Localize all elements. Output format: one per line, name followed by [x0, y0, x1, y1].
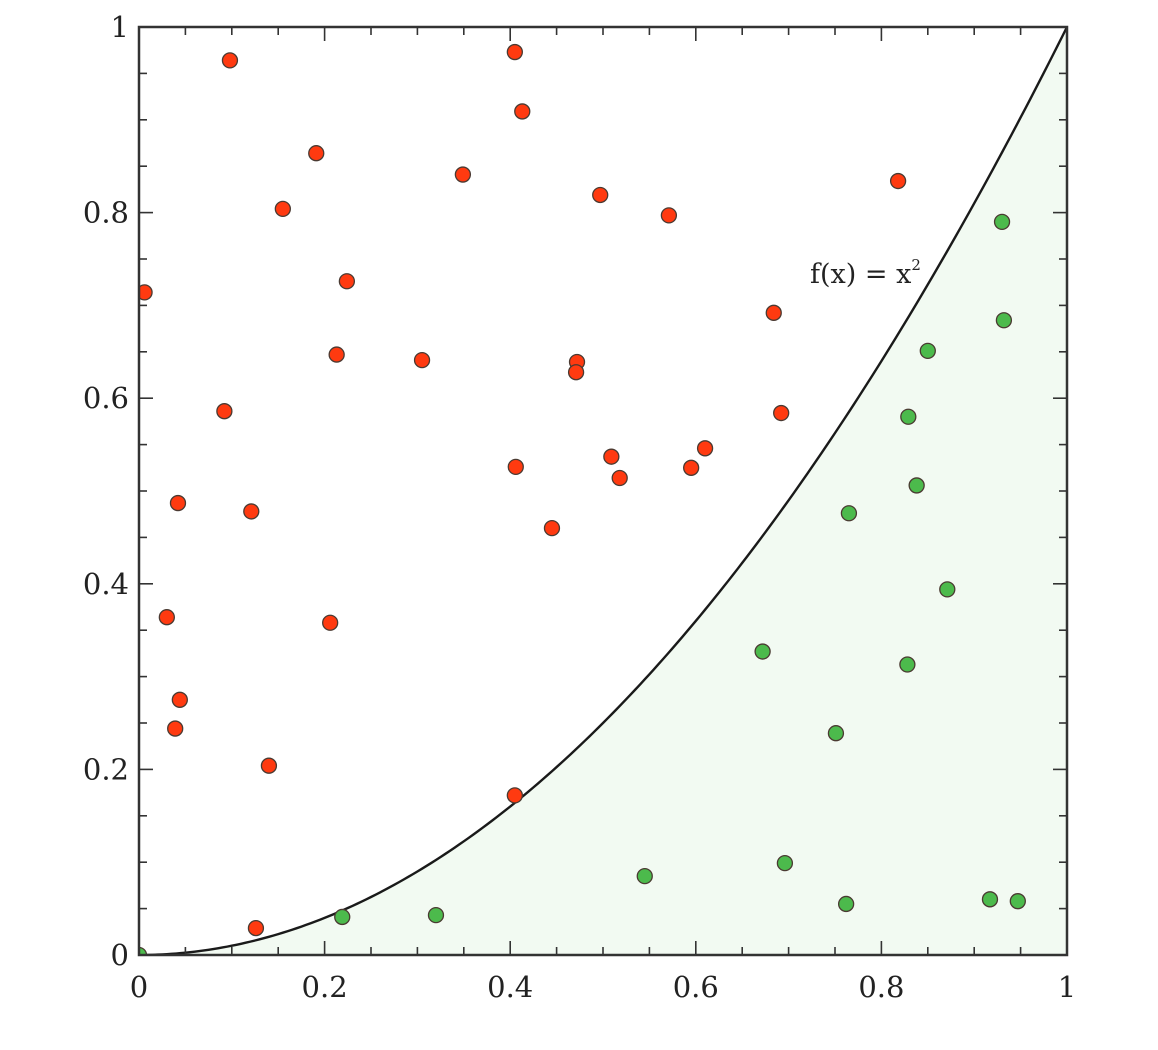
x-tick-label: 0 [130, 970, 148, 1004]
data-point [754, 643, 771, 660]
data-point [167, 720, 184, 737]
data-point [908, 477, 925, 494]
x-tick-label: 0.4 [487, 970, 533, 1004]
data-point [696, 440, 714, 457]
data-point [506, 43, 523, 61]
data-point [413, 352, 431, 369]
area-below-curve [139, 27, 1067, 955]
data-point [603, 448, 620, 465]
data-point [322, 614, 339, 631]
data-point [776, 854, 794, 872]
data-point [636, 867, 653, 885]
data-point [899, 656, 916, 673]
data-point [247, 919, 265, 937]
data-point [827, 725, 845, 742]
data-point [221, 52, 239, 69]
y-tick-label: 0.8 [83, 196, 129, 230]
y-tick-label: 0.2 [83, 752, 129, 786]
data-point [900, 408, 917, 425]
data-point [660, 207, 678, 224]
data-point [837, 895, 855, 913]
data-points [139, 43, 1026, 955]
y-tick-label: 0.4 [83, 567, 129, 601]
data-point [993, 213, 1011, 231]
data-point [981, 891, 999, 908]
data-point [939, 581, 956, 598]
data-point [427, 906, 445, 924]
x-tick-label: 0.2 [302, 970, 348, 1004]
x-tick-label: 0.6 [673, 970, 719, 1004]
data-point [139, 284, 153, 301]
tick-labels: 0 0.2 0.4 0.6 0.8 1 0 0.2 0.4 0.6 0.8 1 [83, 10, 1076, 1004]
x-tick-label: 1 [1058, 970, 1076, 1004]
data-point [683, 459, 700, 476]
data-point [328, 346, 345, 363]
x-tick-label: 0.8 [858, 970, 904, 1004]
data-point [543, 519, 561, 537]
data-point [308, 145, 325, 162]
data-point [765, 304, 782, 321]
data-point [454, 166, 472, 183]
data-point [592, 186, 609, 204]
data-point [773, 404, 790, 422]
data-point [169, 494, 187, 512]
data-point [840, 505, 858, 522]
data-point [995, 312, 1013, 329]
data-point [506, 787, 523, 804]
data-point [611, 469, 628, 487]
y-tick-label: 0.6 [83, 381, 129, 415]
data-point [507, 458, 524, 476]
data-point [260, 757, 278, 774]
curve-f-x-squared [139, 27, 1067, 955]
curve-label: f(x) = x2 [810, 256, 921, 290]
data-point [158, 609, 175, 626]
data-point [889, 172, 907, 190]
y-tick-label: 0 [111, 938, 129, 972]
data-point [919, 342, 936, 360]
data-point [338, 273, 356, 290]
data-point [567, 364, 585, 381]
y-tick-label: 1 [111, 10, 129, 44]
data-point [274, 200, 291, 218]
plot-frame [137, 25, 1069, 957]
data-point [171, 691, 188, 708]
data-point [514, 103, 531, 120]
data-point [139, 946, 148, 955]
data-point [1009, 893, 1026, 910]
data-point [243, 503, 260, 520]
data-point [334, 908, 351, 926]
data-point [216, 403, 233, 420]
